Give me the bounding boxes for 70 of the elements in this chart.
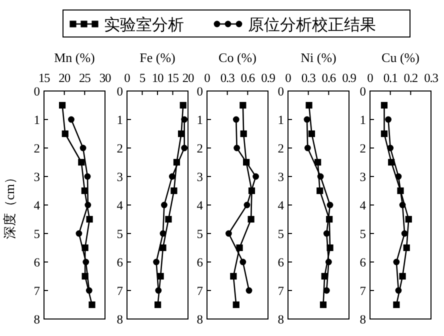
legend-label: 原位分析校正结果 (248, 16, 376, 34)
x-tick-label: 20 (58, 71, 70, 85)
y-tick-label: 6 (360, 256, 366, 270)
y-tick-label: 6 (116, 256, 123, 270)
legend-label: 实验室分析 (104, 16, 184, 34)
x-tick-label: 5 (139, 71, 146, 85)
y-tick-label: 7 (34, 284, 40, 298)
y-tick-label: 5 (116, 227, 123, 241)
y-tick-label: 6 (34, 256, 40, 270)
y-tick-label: 4 (360, 198, 367, 212)
x-tick-label: 20 (182, 71, 194, 85)
y-tick-label: 5 (34, 227, 40, 241)
y-tick-label: 1 (116, 113, 123, 127)
y-tick-label: 6 (196, 256, 203, 270)
y-tick-label: 0 (196, 84, 203, 98)
x-tick-label: 0.9 (261, 71, 276, 85)
y-tick-label: 6 (278, 256, 284, 270)
x-tick-label: 0.6 (322, 71, 336, 85)
y-tick-label: 2 (116, 142, 123, 156)
x-tick-label: 10 (152, 71, 164, 85)
y-tick-label: 8 (196, 312, 203, 326)
x-tick-label: 15 (167, 71, 179, 85)
y-tick-label: 8 (116, 312, 123, 326)
y-tick-label: 3 (34, 170, 40, 184)
x-tick-label: 0.3 (301, 71, 316, 85)
y-tick-label: 5 (278, 227, 284, 241)
y-tick-label: 5 (196, 227, 203, 241)
x-tick-label: 0.3 (220, 71, 235, 85)
y-tick-label: 2 (34, 142, 40, 156)
x-axis-title: Ni (%) (300, 50, 336, 65)
y-tick-label: 4 (34, 198, 41, 212)
x-tick-label: 30 (99, 71, 111, 85)
y-tick-label: 3 (116, 170, 123, 184)
x-axis-title: Mn (%) (54, 50, 95, 65)
x-tick-label: 15 (38, 71, 50, 85)
y-tick-label: 4 (116, 198, 124, 212)
y-tick-label: 7 (360, 284, 366, 298)
y-tick-label: 7 (196, 284, 203, 298)
x-tick-label: 0.9 (342, 71, 356, 85)
y-tick-label: 2 (360, 142, 366, 156)
x-tick-label: 0.3 (424, 71, 438, 85)
x-tick-label: 0.2 (404, 71, 418, 85)
y-tick-label: 2 (278, 142, 284, 156)
y-tick-label: 1 (278, 113, 284, 127)
y-tick-label: 4 (196, 198, 204, 212)
x-axis-title: Cu (%) (382, 50, 420, 65)
y-tick-label: 4 (278, 198, 285, 212)
y-tick-label: 1 (360, 113, 366, 127)
y-tick-label: 7 (278, 284, 284, 298)
y-tick-label: 7 (116, 284, 123, 298)
y-axis-title: 深度（cm） (2, 171, 17, 239)
y-tick-label: 0 (34, 84, 40, 98)
y-tick-label: 8 (360, 312, 366, 326)
y-tick-label: 1 (34, 113, 40, 127)
y-tick-label: 3 (360, 170, 366, 184)
x-tick-label: 0.6 (240, 71, 255, 85)
y-tick-label: 1 (196, 113, 203, 127)
y-tick-label: 8 (34, 312, 40, 326)
x-axis-title: Fe (%) (140, 50, 176, 65)
y-tick-label: 8 (278, 312, 284, 326)
x-tick-label: 0.1 (383, 71, 398, 85)
y-tick-label: 0 (278, 84, 284, 98)
y-tick-label: 0 (360, 84, 366, 98)
x-axis-title: Co (%) (218, 50, 256, 65)
y-tick-label: 5 (360, 227, 366, 241)
y-tick-label: 3 (278, 170, 284, 184)
y-tick-label: 2 (196, 142, 203, 156)
y-tick-label: 3 (196, 170, 203, 184)
x-tick-label: 25 (79, 71, 91, 85)
y-tick-label: 0 (116, 84, 123, 98)
